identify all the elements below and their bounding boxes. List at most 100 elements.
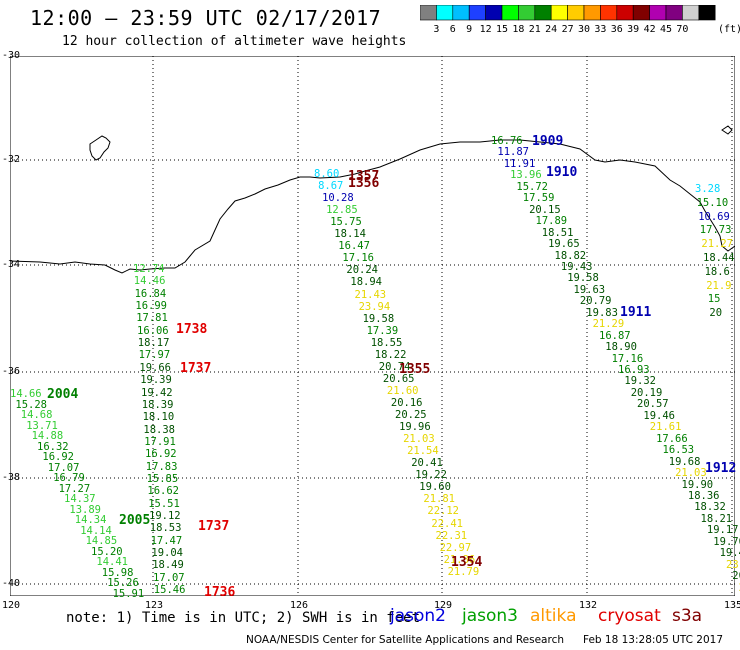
wave-height-label: 19.83	[586, 306, 618, 319]
wave-height-label: 14.41	[96, 556, 128, 568]
wave-height-label: 21.29	[592, 318, 625, 331]
latitude-tick-label: -30	[2, 50, 21, 61]
wave-height-label: 19.46	[719, 547, 740, 560]
island-small-path	[721, 125, 733, 135]
wave-height-label: 16.32	[37, 440, 69, 453]
wave-height-label: 19.68	[668, 455, 701, 468]
satellite-legend-item: altika	[530, 606, 577, 626]
wave-height-label: 18.22	[374, 348, 407, 361]
wave-height-label: 14.37	[64, 493, 96, 505]
wave-height-label: 20.79	[579, 295, 612, 308]
color-scale-tick: 45	[659, 24, 673, 35]
wave-height-label: 19.65	[548, 238, 580, 251]
color-scale-swatch	[698, 5, 716, 21]
pass-time-label: 1737	[180, 361, 212, 376]
map-frame	[10, 56, 735, 596]
wave-height-label: 22.97	[439, 541, 472, 554]
color-scale-tick: 39	[627, 24, 640, 35]
wave-height-label: 14.68	[20, 409, 53, 421]
pass-time-label: 1909	[532, 134, 564, 149]
wave-height-label: 21.12	[739, 582, 740, 594]
wave-height-label: 19.12	[149, 510, 181, 522]
wave-height-label: 21.81	[423, 493, 455, 506]
longitude-tick-label: 132	[579, 600, 598, 611]
wave-height-label: 11.87	[497, 146, 529, 159]
color-scale-bar	[420, 5, 716, 21]
wave-height-label: 17.81	[136, 312, 168, 325]
wave-height-label: 14.46	[133, 275, 166, 288]
wave-height-label: 10.69	[698, 210, 730, 223]
pass-time-label: 1356	[348, 176, 380, 191]
color-scale-swatch	[583, 5, 601, 21]
wave-height-label: 13.89	[69, 503, 101, 516]
wave-height-label: 17.27	[58, 482, 91, 495]
wave-height-label: 18.44	[703, 252, 735, 264]
wave-height-label: 16.47	[338, 240, 370, 253]
pass-time-label: 1910	[546, 165, 578, 180]
color-scale-tick: 3	[433, 24, 440, 35]
latitude-tick-label: -36	[2, 366, 21, 377]
wave-height-label: 18.6	[704, 265, 730, 278]
wave-height-label: 15.91	[112, 587, 145, 600]
footer-note: note: 1) Time is in UTC; 2) SWH is in fe…	[66, 610, 421, 626]
wave-height-label: 15.46	[153, 584, 186, 597]
color-scale-swatch	[518, 5, 536, 21]
wave-height-label: 18.90	[605, 341, 637, 354]
wave-height-label: 19.60	[419, 481, 451, 494]
longitude-tick-label: 126	[290, 600, 309, 611]
wave-height-label: 18.51	[541, 226, 574, 239]
wave-height-label: 20	[709, 307, 723, 320]
color-scale-tick: 30	[577, 24, 591, 35]
page-title: 12:00 – 23:59 UTC 02/17/2017	[30, 6, 382, 30]
color-scale-swatch	[665, 5, 683, 21]
latitude-tick-label: -40	[2, 578, 21, 589]
color-scale-swatch	[436, 5, 454, 21]
footer-credit: NOAA/NESDIS Center for Satellite Applica…	[246, 634, 564, 646]
wave-height-label: 18.32	[694, 501, 726, 514]
color-scale-tick: 42	[643, 24, 656, 35]
wave-height-label: 15.20	[91, 545, 123, 558]
wave-height-label: 8.60	[314, 168, 340, 180]
wave-height-label: 20.84	[732, 570, 740, 583]
wave-height-label: 15.51	[148, 497, 180, 510]
wave-height-label: 17.73	[699, 224, 732, 237]
wave-height-label: 19.70	[713, 535, 740, 548]
wave-height-label: 17.47	[150, 534, 183, 547]
wave-height-label: 19.42	[141, 386, 173, 399]
wave-height-label: 15.26	[107, 577, 139, 589]
wave-height-label: 20.65	[382, 372, 415, 385]
color-scale-swatch	[534, 5, 552, 21]
wave-height-label: 16.99	[135, 300, 167, 313]
wave-height-label: 16.84	[134, 287, 167, 300]
pass-time-label: 1738	[176, 322, 208, 337]
latitude-tick-label: -34	[2, 259, 21, 270]
wave-height-label: 21.43	[354, 288, 387, 301]
color-scale-swatch	[420, 5, 437, 21]
color-scale-swatch	[682, 5, 700, 21]
wave-height-label: 19.90	[681, 478, 714, 491]
wave-height-label: 17.89	[535, 215, 568, 228]
wave-height-label: 21.03	[403, 433, 435, 446]
wave-height-label: 18.10	[142, 411, 175, 424]
wave-height-label: 23.96	[726, 558, 740, 571]
wave-height-label: 18.55	[370, 336, 403, 349]
satellite-legend-item: jason2	[390, 606, 446, 626]
wave-height-label: 13.96	[510, 169, 542, 182]
wave-height-label: 20.41	[411, 457, 443, 470]
wave-height-label: 10.28	[322, 192, 354, 205]
wave-height-label: 20.24	[346, 264, 378, 277]
wave-height-label: 16.62	[147, 485, 179, 498]
pass-time-label: 1912	[705, 461, 737, 476]
wave-height-label: 21.86	[443, 553, 476, 566]
wave-height-label: 19.32	[624, 375, 656, 388]
wave-height-label: 17.07	[153, 571, 185, 584]
pass-time-label: 1911	[620, 305, 652, 320]
color-scale-tick: 70	[676, 24, 689, 35]
wave-height-label: 19.63	[573, 283, 606, 296]
page-subtitle: 12 hour collection of altimeter wave hei…	[62, 34, 407, 49]
wave-height-label: 14.34	[74, 514, 107, 526]
wave-height-label: 17.83	[145, 460, 178, 473]
wave-height-label: 18.21	[700, 512, 733, 525]
color-scale-tick: 12	[479, 24, 492, 35]
footer-timestamp: Feb 18 13:28:05 UTC 2017	[583, 634, 723, 646]
